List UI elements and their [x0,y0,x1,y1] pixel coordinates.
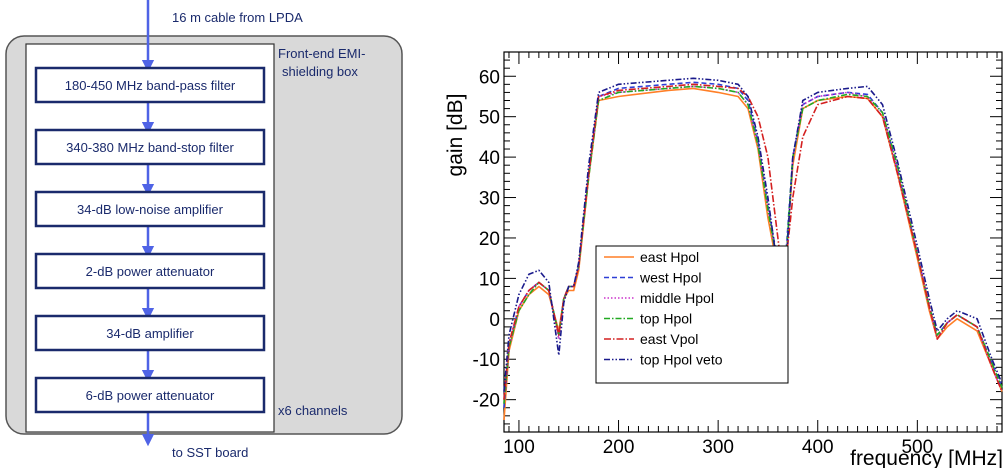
stage-box-border [34,128,266,166]
stage-label: 340-380 MHz band-stop filter [66,140,234,155]
axis-ticks: 100 200 300 400 500 -20 -10 0 10 20 30 40 50 60 [473,52,1002,458]
input-label: 16 m cable from LPDA [172,10,303,25]
output-label: to SST board [172,445,248,460]
stage-box: 6-dB power attenuator [34,376,266,414]
x-axis-title: frequency [MHz] [850,447,1003,468]
stage-box: 34-dB low-noise amplifier [34,190,266,228]
plot-frame [503,51,1003,433]
y-tick-label: 0 [489,310,500,331]
stage-boxes: 180-450 MHz band-pass filter 340-380 MHz … [34,66,266,414]
x-tick-label: 500 [901,437,933,458]
y-tick-label: 40 [479,148,500,169]
stage-box-border [34,66,266,104]
series-lines [503,77,1003,420]
stage-label: 6-dB power attenuator [86,388,215,403]
legend-label: middle Hpol [640,290,714,306]
y-tick-label: 60 [479,67,500,88]
box-label-line2: shielding box [282,64,358,79]
series-line [503,83,1003,400]
plot-border [503,51,1003,433]
legend-label: top Hpol veto [640,352,723,368]
legend-label: east Vpol [640,331,698,347]
box-label-line1: Front-end EMI- [278,46,365,61]
x-tick-label: 100 [503,437,535,458]
stage-box-border [34,190,266,228]
stage-box-border [34,314,266,352]
stage-box: 2-dB power attenuator [34,252,266,290]
y-tick-label: -10 [473,350,500,371]
legend-label: top Hpol [640,311,692,327]
stage-box-border [34,376,266,414]
x-tick-label: 300 [702,437,734,458]
y-tick-label: 50 [479,108,500,129]
y-tick-label: 30 [479,189,500,210]
stage-label: 180-450 MHz band-pass filter [65,78,236,93]
stage-label: 2-dB power attenuator [86,264,215,279]
gain-plot: 100 200 300 400 500 -20 -10 0 10 20 30 40 50 60 east … [444,51,1003,468]
stage-box: 180-450 MHz band-pass filter [34,66,266,104]
stage-box: 34-dB amplifier [34,314,266,352]
legend: east Hpol west Hpol middle Hpol top Hpol eas… [595,245,789,384]
legend-label: west Hpol [639,270,701,286]
stage-label: 34-dB amplifier [106,326,194,341]
y-axis-title: gain [dB] [444,94,467,177]
y-tick-label: 10 [479,269,500,290]
y-tick-label: -20 [473,391,500,412]
x-tick-label: 200 [603,437,635,458]
x-tick-label: 400 [802,437,834,458]
signal-chain-diagram: 16 m cable from LPDA Front-end EMI- shie… [5,0,403,460]
stage-box-border [34,252,266,290]
legend-label: east Hpol [640,249,699,265]
channel-panel [25,43,275,433]
y-tick-label: 20 [479,229,500,250]
stage-label: 34-dB low-noise amplifier [77,202,224,217]
series-line [503,77,1003,392]
channels-label: x6 channels [278,403,348,418]
stage-box: 340-380 MHz band-stop filter [34,128,266,166]
